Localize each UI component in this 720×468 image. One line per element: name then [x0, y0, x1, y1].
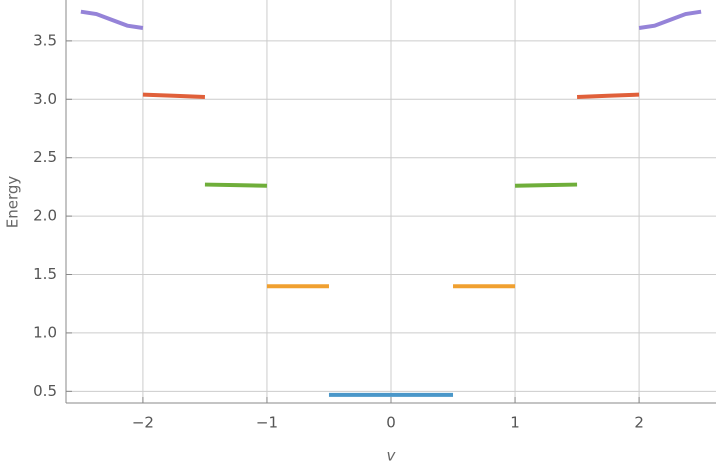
y-tick-label: 3.0: [33, 90, 57, 108]
band-line: [142, 92, 640, 99]
x-tick-label: −2: [132, 414, 154, 432]
y-tick-label: 3.5: [33, 31, 57, 49]
band-line: [80, 9, 702, 31]
x-tick-label: 2: [634, 414, 644, 432]
x-tick-label: −1: [256, 414, 278, 432]
band-line: [204, 182, 578, 188]
y-tick-label: 1.5: [33, 265, 57, 283]
y-tick-label: 0.5: [33, 382, 57, 400]
y-axis-title: Energy: [4, 176, 22, 229]
x-tick-label: 1: [510, 414, 520, 432]
x-tick-label: 0: [386, 414, 396, 432]
y-tick-label: 2.0: [33, 207, 57, 225]
x-axis-title: v: [387, 447, 397, 465]
y-tick-label: 1.0: [33, 323, 57, 341]
y-tick-label: 2.5: [33, 148, 57, 166]
